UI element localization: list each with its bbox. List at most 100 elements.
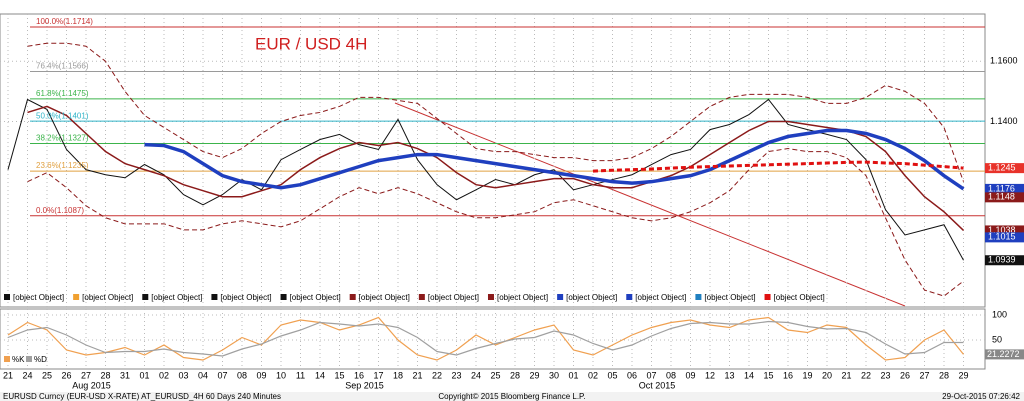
- trend-line: [394, 102, 906, 307]
- fib-label: 50.0%(1.1401): [36, 111, 89, 120]
- x-tick-label: 02: [159, 370, 169, 380]
- x-tick-label: 07: [646, 370, 656, 380]
- fib-label: 61.8%(1.1475): [36, 89, 89, 98]
- price-tag-label: 1.0939: [988, 255, 1016, 265]
- footer-left: EURUSD Curncy (EUR-USD X-RATE) AT_EURUSD…: [3, 392, 281, 401]
- x-tick-label: 28: [100, 370, 110, 380]
- legend-swatch: [764, 294, 771, 300]
- price-tag-label: 1.1038: [988, 225, 1016, 235]
- x-tick-label: 26: [900, 370, 910, 380]
- legend-swatch: [487, 294, 494, 300]
- x-tick-label: 16: [354, 370, 364, 380]
- x-tick-label: 27: [919, 370, 929, 380]
- x-tick-label: 30: [549, 370, 559, 380]
- x-tick-label: 22: [861, 370, 871, 380]
- footer-right: 29-Oct-2015 07:26:42: [942, 392, 1020, 401]
- legend-text: [object Object]: [82, 293, 133, 302]
- legend-swatch: [418, 294, 425, 300]
- x-tick-label: 29: [958, 370, 968, 380]
- legend-text: %D: [34, 355, 47, 364]
- main-panel: [0, 13, 986, 308]
- x-tick-label: 14: [744, 370, 754, 380]
- x-tick-label: 22: [432, 370, 442, 380]
- x-tick-label: 06: [627, 370, 637, 380]
- legend-text: [object Object]: [497, 293, 548, 302]
- legend-text: [object Object]: [290, 293, 341, 302]
- legend-swatch: [626, 294, 633, 300]
- fib-label: 23.6%(1.1235): [36, 161, 89, 170]
- legend-text: [object Object]: [220, 293, 271, 302]
- last-value-label: 21.2272: [987, 349, 1020, 359]
- legend-swatch: [26, 356, 32, 362]
- x-tick-label: 10: [276, 370, 286, 380]
- price-tag-label: 1.1176: [988, 183, 1015, 193]
- price-tag: [985, 232, 1024, 243]
- x-tick-label: 21: [841, 370, 851, 380]
- series-line: [27, 42, 964, 182]
- x-tick-label: 15: [334, 370, 344, 380]
- x-tick-label: 08: [666, 370, 676, 380]
- price-tag: [985, 225, 1024, 236]
- x-tick-label: 04: [198, 370, 208, 380]
- price-tag-label: 1.1015: [988, 232, 1016, 242]
- month-label: Aug 2015: [72, 380, 111, 390]
- x-tick-label: 17: [373, 370, 383, 380]
- x-tick-label: 08: [237, 370, 247, 380]
- x-tick-label: 16: [783, 370, 793, 380]
- legend-swatch: [349, 294, 356, 300]
- x-tick-label: 24: [471, 370, 481, 380]
- legend-swatch: [4, 294, 10, 300]
- legend-swatch: [695, 294, 702, 300]
- x-tick-label: 09: [685, 370, 695, 380]
- last-value-tag: [985, 349, 1024, 360]
- stoch-panel: [0, 308, 986, 370]
- y-tick-label: 1.1400: [990, 116, 1018, 126]
- x-tick-label: 26: [61, 370, 71, 380]
- series-line: [7, 98, 964, 261]
- chart-title: EUR / USD 4H: [255, 34, 367, 53]
- legend-text: [object Object]: [359, 293, 410, 302]
- legend-text: [object Object]: [704, 293, 755, 302]
- x-tick-label: 01: [139, 370, 149, 380]
- y-tick-label: 50: [992, 334, 1002, 344]
- x-tick-label: 24: [22, 370, 32, 380]
- y-tick-label: 1.1600: [990, 56, 1018, 66]
- x-tick-label: 05: [607, 370, 617, 380]
- legend-swatch: [280, 294, 287, 300]
- x-tick-label: 14: [315, 370, 325, 380]
- x-tick-label: 23: [451, 370, 461, 380]
- x-tick-label: 27: [81, 370, 91, 380]
- price-tag-label: 1.1148: [988, 192, 1015, 202]
- x-tick-label: 28: [939, 370, 949, 380]
- status-bar: [0, 392, 1024, 401]
- x-tick-label: 11: [296, 370, 305, 380]
- series-line: [592, 160, 964, 173]
- x-tick-label: 21: [3, 370, 13, 380]
- x-tick-label: 01: [568, 370, 578, 380]
- x-tick-label: 12: [705, 370, 715, 380]
- legend-text: [object Object]: [566, 293, 617, 302]
- legend-text: %K: [12, 355, 25, 364]
- x-tick-label: 21: [412, 370, 422, 380]
- price-tag: [985, 183, 1024, 194]
- x-tick-label: 07: [217, 370, 227, 380]
- fib-label: 76.4%(1.1566): [36, 62, 89, 71]
- legend-swatch: [211, 294, 218, 300]
- y-tick-label: 100: [992, 309, 1007, 319]
- month-label: Sep 2015: [345, 380, 384, 390]
- x-tick-label: 19: [802, 370, 812, 380]
- x-tick-label: 09: [256, 370, 266, 380]
- series-line: [144, 128, 965, 191]
- fib-label: 100.0%(1.1714): [36, 17, 93, 26]
- legend-text: [object Object]: [635, 293, 686, 302]
- fib-label: 38.2%(1.1327): [36, 134, 89, 143]
- x-tick-label: 15: [763, 370, 773, 380]
- legend-swatch: [73, 294, 80, 300]
- month-label: Oct 2015: [639, 380, 676, 390]
- legend-swatch: [142, 294, 149, 300]
- legend-text: [object Object]: [428, 293, 479, 302]
- price-tag: [985, 192, 1024, 203]
- legend-text: [object Object]: [151, 293, 202, 302]
